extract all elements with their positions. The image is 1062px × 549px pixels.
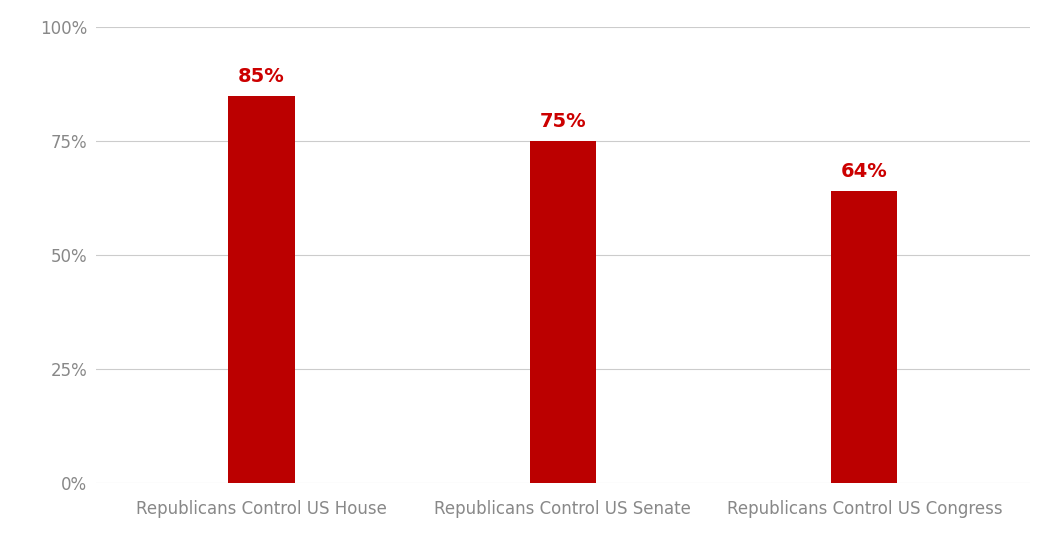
Bar [228, 96, 294, 483]
Text: 85%: 85% [238, 67, 285, 86]
Text: 64%: 64% [841, 163, 888, 182]
Bar [530, 142, 596, 483]
Text: 75%: 75% [539, 113, 586, 131]
Bar [832, 192, 897, 483]
